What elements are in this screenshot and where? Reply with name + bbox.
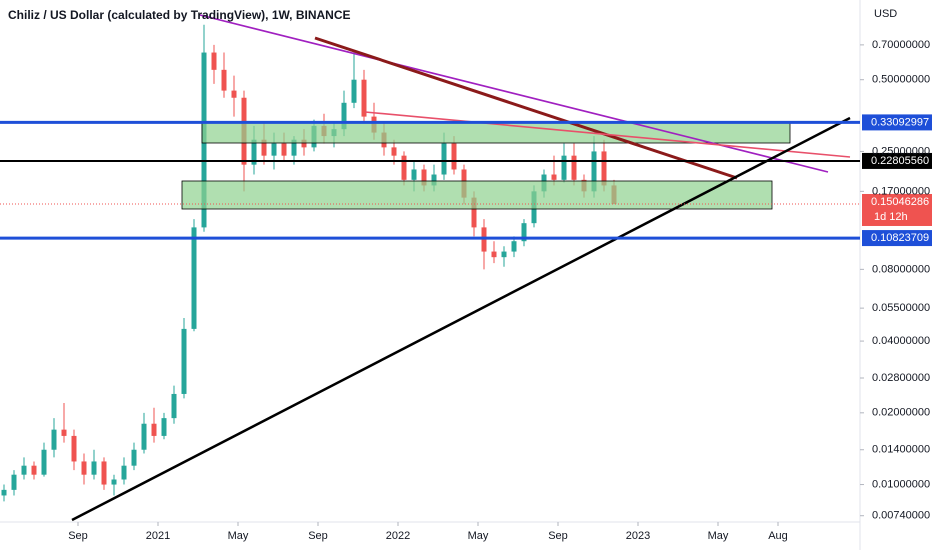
candle-body [51,429,57,450]
price-label: 0.22805560 [871,155,929,167]
candle-body [471,197,477,228]
candle-body [131,449,137,466]
candle-body [511,241,517,252]
candle-body [231,90,237,98]
price-label-box [862,114,932,131]
y-tick-label: 0.01000000 [872,478,930,490]
candle-body [411,169,417,180]
chart-title: Chiliz / US Dollar (calculated by Tradin… [8,8,351,22]
candle-body [591,151,597,192]
candle-body [211,52,217,70]
x-tick-label: May [708,530,729,542]
trend-line [314,36,738,180]
candle-body [431,174,437,186]
x-tick-label: May [468,530,489,542]
candle-body [521,223,527,242]
candle-body [221,69,227,91]
candle-body [601,151,607,186]
candle-body [301,139,307,148]
axis-unit: USD [874,8,897,20]
candle-body [171,393,177,419]
price-label-box [862,230,932,247]
candle-body [11,474,17,490]
y-tick-label: 0.02000000 [872,407,930,419]
y-tick-label: 0.00740000 [872,510,930,522]
candle-body [451,143,457,170]
candle-body [391,147,397,156]
candle-body [261,139,267,156]
candle-body [121,465,127,480]
drawings [71,14,851,522]
y-tick-label: 0.70000000 [872,39,930,51]
candle-body [351,79,357,103]
price-label: 0.33092997 [871,116,929,128]
x-tick-label: Sep [548,530,568,542]
y-tick-label: 0.04000000 [872,335,930,347]
y-tick-label: 0.50000000 [872,74,930,86]
y-tick-label: 0.01400000 [872,444,930,456]
candle-body [101,461,107,485]
candle-body [421,169,427,186]
candle-body [191,227,197,329]
x-tick-label: 2021 [146,530,170,542]
candle-body [1,489,7,496]
price-label: 0.10823709 [871,232,929,244]
candle-body [41,449,47,475]
candle-body [161,418,167,436]
candle-body [361,79,367,117]
candle-body [71,435,77,462]
candle-body [91,461,97,475]
price-label-box [862,152,932,169]
x-tick-label: May [228,530,249,542]
x-tick-label: Sep [68,530,88,542]
x-tick-label: 2022 [386,530,410,542]
candle-body [61,429,67,436]
x-tick-label: Aug [768,530,788,542]
last-price-box [862,193,932,226]
levels: 0.33092997 0.22805560 0.10823709 0.15046286… [0,114,932,247]
y-tick-label: 0.08000000 [872,263,930,275]
candle-body [281,143,287,156]
candle-body [271,143,277,156]
candle-body [181,328,187,394]
candle-body [571,155,577,180]
candle-body [401,155,407,180]
y-tick-label: 0.25000000 [872,145,930,157]
candle-body [81,461,87,475]
candle-body [31,465,37,475]
x-tick-label: Sep [308,530,328,542]
axes: 0.70000000 0.50000000 0.25000000 0.17000000… [68,39,930,542]
y-tick-label: 0.17000000 [872,185,930,197]
x-tick-label: 2023 [626,530,650,542]
candle-body [141,423,147,450]
candle-body [501,251,507,258]
candle-body [151,423,157,436]
candle-body [561,155,567,180]
candle-body [111,479,117,485]
candle-body [441,143,447,175]
countdown-label: 1d 12h [874,211,908,223]
trend-line [71,116,851,522]
candle-body [551,174,557,180]
candle-body [251,139,257,165]
candle-body [491,251,497,258]
trend-line [364,111,851,158]
candle-body [341,102,347,130]
candle-body [21,465,27,475]
candle-body [291,139,297,156]
last-price-label: 0.15046286 [871,196,929,208]
y-tick-label: 0.05500000 [872,302,930,314]
y-tick-label: 0.02800000 [872,372,930,384]
